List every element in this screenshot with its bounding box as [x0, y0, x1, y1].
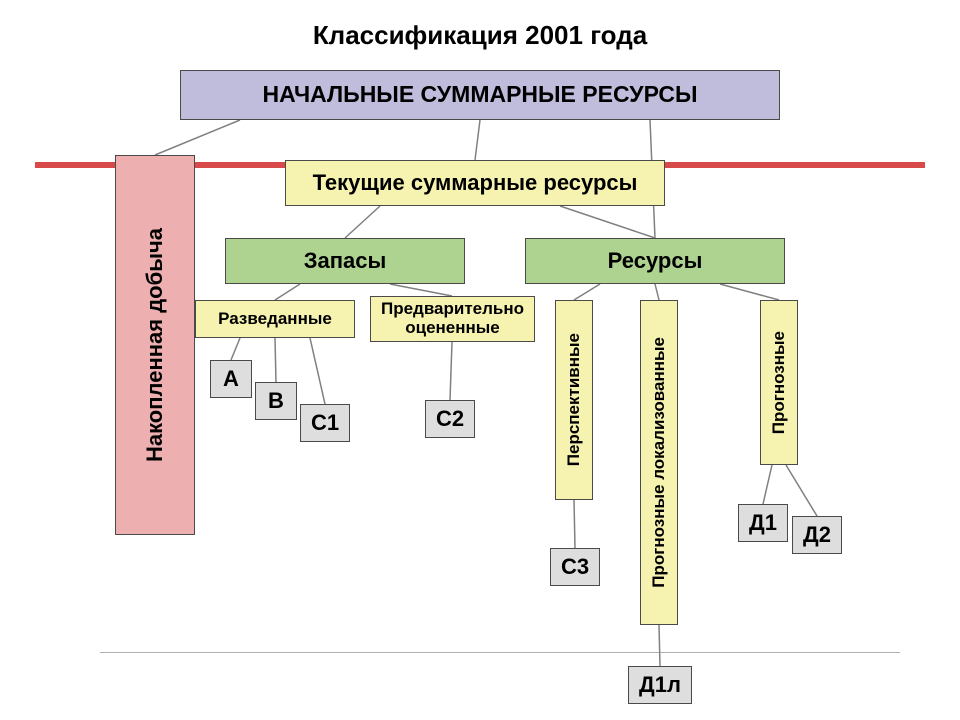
node-label: Предварительно оцененные [373, 300, 532, 337]
node-label: Д2 [803, 523, 831, 547]
node-label: Прогнозные локализованные [650, 337, 669, 588]
node-label: В [268, 389, 284, 413]
node-prelim: Предварительно оцененные [370, 296, 535, 342]
node-label: Текущие суммарные ресурсы [313, 171, 638, 195]
node-label: С3 [561, 555, 589, 579]
node-C3: С3 [550, 548, 600, 586]
node-C2: С2 [425, 400, 475, 438]
diagram-title: Классификация 2001 года [270, 20, 690, 52]
node-forecast_loc: Прогнозные локализованные [640, 300, 678, 625]
node-accumulated: Накопленная добыча [115, 155, 195, 535]
node-label: А [223, 367, 239, 391]
node-C1: С1 [300, 404, 350, 442]
node-A: А [210, 360, 252, 398]
node-label: С1 [311, 411, 339, 435]
footer-divider-line [100, 652, 900, 653]
node-explored: Разведанные [195, 300, 355, 338]
node-label: Накопленная добыча [143, 228, 167, 462]
node-current: Текущие суммарные ресурсы [285, 160, 665, 206]
node-root: НАЧАЛЬНЫЕ СУММАРНЫЕ РЕСУРСЫ [180, 70, 780, 120]
node-label: Д1л [639, 673, 681, 697]
node-label: Прогнозные [770, 331, 789, 434]
node-label: Разведанные [218, 310, 332, 329]
node-label: С2 [436, 407, 464, 431]
node-D2: Д2 [792, 516, 842, 554]
node-label: Д1 [749, 511, 777, 535]
node-D1: Д1 [738, 504, 788, 542]
node-reserves: Запасы [225, 238, 465, 284]
node-resources: Ресурсы [525, 238, 785, 284]
node-label: Перспективные [565, 333, 584, 466]
node-D1l: Д1л [628, 666, 692, 704]
node-label: Запасы [304, 249, 387, 273]
node-B: В [255, 382, 297, 420]
node-forecast: Прогнозные [760, 300, 798, 465]
node-label: НАЧАЛЬНЫЕ СУММАРНЫЕ РЕСУРСЫ [263, 82, 698, 107]
node-prospective: Перспективные [555, 300, 593, 500]
node-label: Ресурсы [608, 249, 703, 273]
